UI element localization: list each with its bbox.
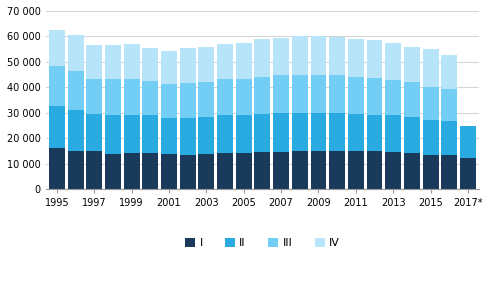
Bar [460, 158, 476, 189]
Bar [180, 48, 195, 83]
Bar [68, 110, 83, 151]
Bar [329, 113, 345, 151]
Bar [441, 121, 457, 155]
Bar [367, 78, 382, 114]
Bar [310, 75, 327, 113]
Bar [423, 120, 438, 155]
Bar [198, 153, 214, 189]
Bar [254, 152, 271, 189]
Bar [310, 37, 327, 75]
Bar [49, 30, 65, 66]
Bar [124, 79, 139, 114]
Bar [292, 37, 308, 75]
Bar [329, 75, 345, 113]
Bar [310, 113, 327, 151]
Bar [105, 45, 121, 79]
Bar [49, 66, 65, 106]
Bar [423, 155, 438, 189]
Bar [105, 115, 121, 153]
Bar [404, 117, 420, 153]
Bar [404, 153, 420, 189]
Bar [161, 154, 177, 189]
Bar [180, 155, 195, 189]
Bar [254, 77, 271, 114]
Bar [385, 80, 401, 115]
Bar [348, 114, 364, 151]
Bar [86, 45, 102, 79]
Bar [142, 115, 158, 153]
Bar [124, 153, 139, 189]
Bar [86, 79, 102, 114]
Bar [49, 106, 65, 148]
Bar [198, 82, 214, 117]
Bar [86, 114, 102, 152]
Bar [161, 84, 177, 118]
Bar [180, 118, 195, 155]
Bar [161, 51, 177, 84]
Bar [254, 114, 271, 152]
Bar [49, 148, 65, 189]
Bar [367, 40, 382, 78]
Bar [310, 151, 327, 189]
Bar [142, 81, 158, 115]
Bar [385, 115, 401, 152]
Bar [441, 56, 457, 88]
Bar [236, 43, 252, 79]
Bar [236, 153, 252, 189]
Bar [198, 117, 214, 153]
Bar [404, 47, 420, 82]
Bar [441, 155, 457, 189]
Bar [367, 114, 382, 152]
Bar [329, 37, 345, 75]
Bar [68, 35, 83, 71]
Bar [217, 79, 233, 115]
Bar [273, 113, 289, 152]
Bar [217, 115, 233, 153]
Bar [124, 114, 139, 153]
Bar [423, 87, 438, 120]
Bar [348, 151, 364, 189]
Bar [273, 38, 289, 76]
Bar [385, 43, 401, 80]
Bar [236, 115, 252, 153]
Bar [385, 152, 401, 189]
Bar [423, 49, 438, 87]
Bar [142, 48, 158, 81]
Bar [292, 75, 308, 113]
Bar [86, 152, 102, 189]
Bar [217, 43, 233, 79]
Bar [348, 77, 364, 114]
Bar [273, 152, 289, 189]
Bar [142, 153, 158, 189]
Bar [292, 113, 308, 151]
Bar [105, 79, 121, 115]
Bar [68, 71, 83, 110]
Bar [161, 118, 177, 154]
Bar [292, 151, 308, 189]
Bar [105, 153, 121, 189]
Bar [348, 39, 364, 77]
Bar [217, 153, 233, 189]
Bar [460, 126, 476, 158]
Bar [198, 47, 214, 82]
Bar [254, 39, 271, 77]
Bar [367, 152, 382, 189]
Bar [68, 151, 83, 189]
Bar [404, 82, 420, 117]
Bar [124, 44, 139, 79]
Bar [236, 79, 252, 115]
Bar [441, 88, 457, 121]
Bar [180, 83, 195, 118]
Bar [273, 76, 289, 113]
Bar [329, 151, 345, 189]
Legend: I, II, III, IV: I, II, III, IV [181, 234, 344, 253]
